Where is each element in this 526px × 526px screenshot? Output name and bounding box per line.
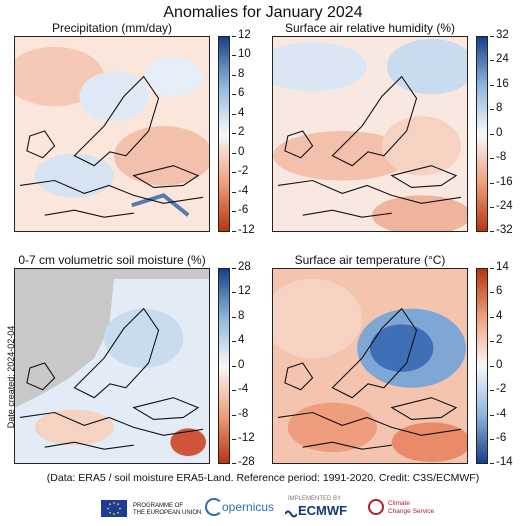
tick-label: 4 xyxy=(231,107,245,119)
colorbar-humidity xyxy=(476,36,488,232)
tick-label: -12 xyxy=(232,432,255,444)
tick-label: -8 xyxy=(231,408,249,420)
tick-label: 0 xyxy=(231,359,245,371)
tick-label: 16 xyxy=(490,78,509,90)
copernicus-text: opernicus xyxy=(222,500,275,514)
tick-label: -6 xyxy=(489,432,507,444)
tick-label: 32 xyxy=(490,29,509,41)
eu-logo xyxy=(101,500,127,517)
tick-label: -4 xyxy=(231,383,249,395)
colorbar-soil-moisture xyxy=(218,268,230,464)
tick-label: -2 xyxy=(231,165,249,177)
ecmwf-wave-icon xyxy=(284,506,298,518)
tick-label: -14 xyxy=(490,456,513,468)
date-created: Date created: 2024-02-04 xyxy=(6,325,16,429)
tick-label: -8 xyxy=(489,151,507,163)
tick-label: -24 xyxy=(490,200,513,212)
ecmwf-text: ECMWF xyxy=(298,503,348,518)
tick-label: 4 xyxy=(231,334,245,346)
tick-label: 8 xyxy=(231,68,245,80)
map-precipitation xyxy=(14,36,210,232)
tick-label: 28 xyxy=(232,261,251,273)
tick-label: 6 xyxy=(489,285,503,297)
tick-label: -28 xyxy=(232,456,255,468)
tick-label: 2 xyxy=(231,126,245,138)
tick-label: 8 xyxy=(231,310,245,322)
tick-label: -2 xyxy=(489,383,507,395)
tick-label: 0 xyxy=(489,127,503,139)
panel-title-precipitation: Precipitation (mm/day) xyxy=(51,21,173,35)
page-title: Anomalies for January 2024 xyxy=(163,4,363,21)
map-temperature xyxy=(272,268,468,464)
tick-label: 6 xyxy=(231,87,245,99)
tick-label: -16 xyxy=(490,176,513,188)
copernicus-logo-icon xyxy=(205,498,223,516)
map-soil-moisture xyxy=(14,268,210,464)
panel-title-temperature: Surface air temperature (°C) xyxy=(294,253,446,267)
tick-label: -6 xyxy=(231,204,249,216)
map-humidity xyxy=(272,36,468,232)
tick-label: 0 xyxy=(231,146,245,158)
tick-label: 2 xyxy=(489,334,503,346)
tick-label: 0 xyxy=(489,359,503,371)
colorbar-temperature xyxy=(476,268,488,464)
tick-label: -12 xyxy=(232,224,255,236)
tick-label: 14 xyxy=(490,261,509,273)
tick-label: -4 xyxy=(231,185,249,197)
c3s-logo-icon xyxy=(368,499,384,515)
tick-label: -32 xyxy=(490,224,513,236)
tick-label: 24 xyxy=(490,53,509,65)
eu-programme-text: PROGRAMME OF THE EUROPEAN UNION xyxy=(133,503,202,516)
tick-label: 12 xyxy=(232,285,251,297)
tick-label: 4 xyxy=(489,310,503,322)
tick-label: 10 xyxy=(232,48,251,60)
panel-title-soil-moisture: 0-7 cm volumetric soil moisture (%) xyxy=(18,253,206,267)
tick-label: -4 xyxy=(489,408,507,420)
implemented-by-text: IMPLEMENTED BY xyxy=(288,496,342,502)
tick-label: 8 xyxy=(489,102,503,114)
tick-label: 12 xyxy=(232,29,251,41)
panel-title-humidity: Surface air relative humidity (%) xyxy=(284,21,456,35)
colorbar-precipitation xyxy=(218,36,230,232)
credits-text: (Data: ERA5 / soil moisture ERA5-Land. R… xyxy=(46,472,480,484)
c3s-text: Climate Change Service xyxy=(388,500,435,515)
eu-flag-icon xyxy=(101,500,127,517)
